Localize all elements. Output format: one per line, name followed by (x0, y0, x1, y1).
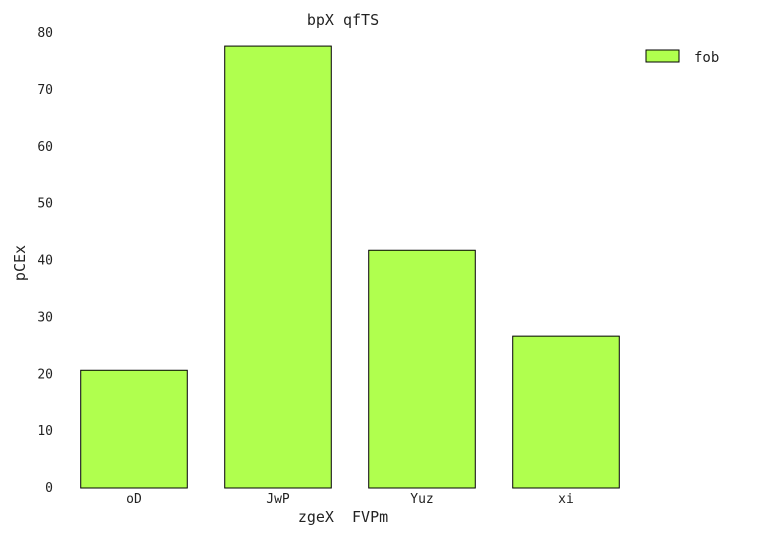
y-axis-label: pCEx (11, 245, 29, 281)
x-tick-label: JwP (266, 492, 290, 507)
y-tick-label: 50 (37, 197, 53, 212)
y-axis-ticks: 0 10 20 30 40 50 60 70 80 (37, 26, 53, 496)
legend-swatch (645, 49, 680, 63)
y-tick-label: 10 (37, 424, 53, 439)
x-tick-label: oD (126, 492, 142, 507)
bar (224, 45, 332, 489)
legend: fob (645, 49, 719, 66)
y-tick-label: 0 (45, 481, 53, 496)
bar (512, 335, 620, 489)
x-tick-label: xi (558, 492, 574, 507)
legend-label: fob (694, 50, 719, 66)
y-tick-label: 20 (37, 367, 53, 382)
x-tick-label: Yuz (410, 492, 433, 507)
chart-title: bpX qfTS (307, 11, 379, 29)
y-tick-label: 30 (37, 310, 53, 325)
y-tick-label: 40 (37, 254, 53, 269)
y-tick-label: 80 (37, 26, 53, 41)
x-axis-ticks: oD JwP Yuz xi (126, 492, 574, 507)
bar (368, 249, 476, 489)
x-axis-label: zgeX FVPm (298, 508, 388, 526)
y-tick-label: 70 (37, 83, 53, 98)
bar (80, 369, 188, 489)
bar-series (80, 45, 620, 489)
y-tick-label: 60 (37, 140, 53, 155)
